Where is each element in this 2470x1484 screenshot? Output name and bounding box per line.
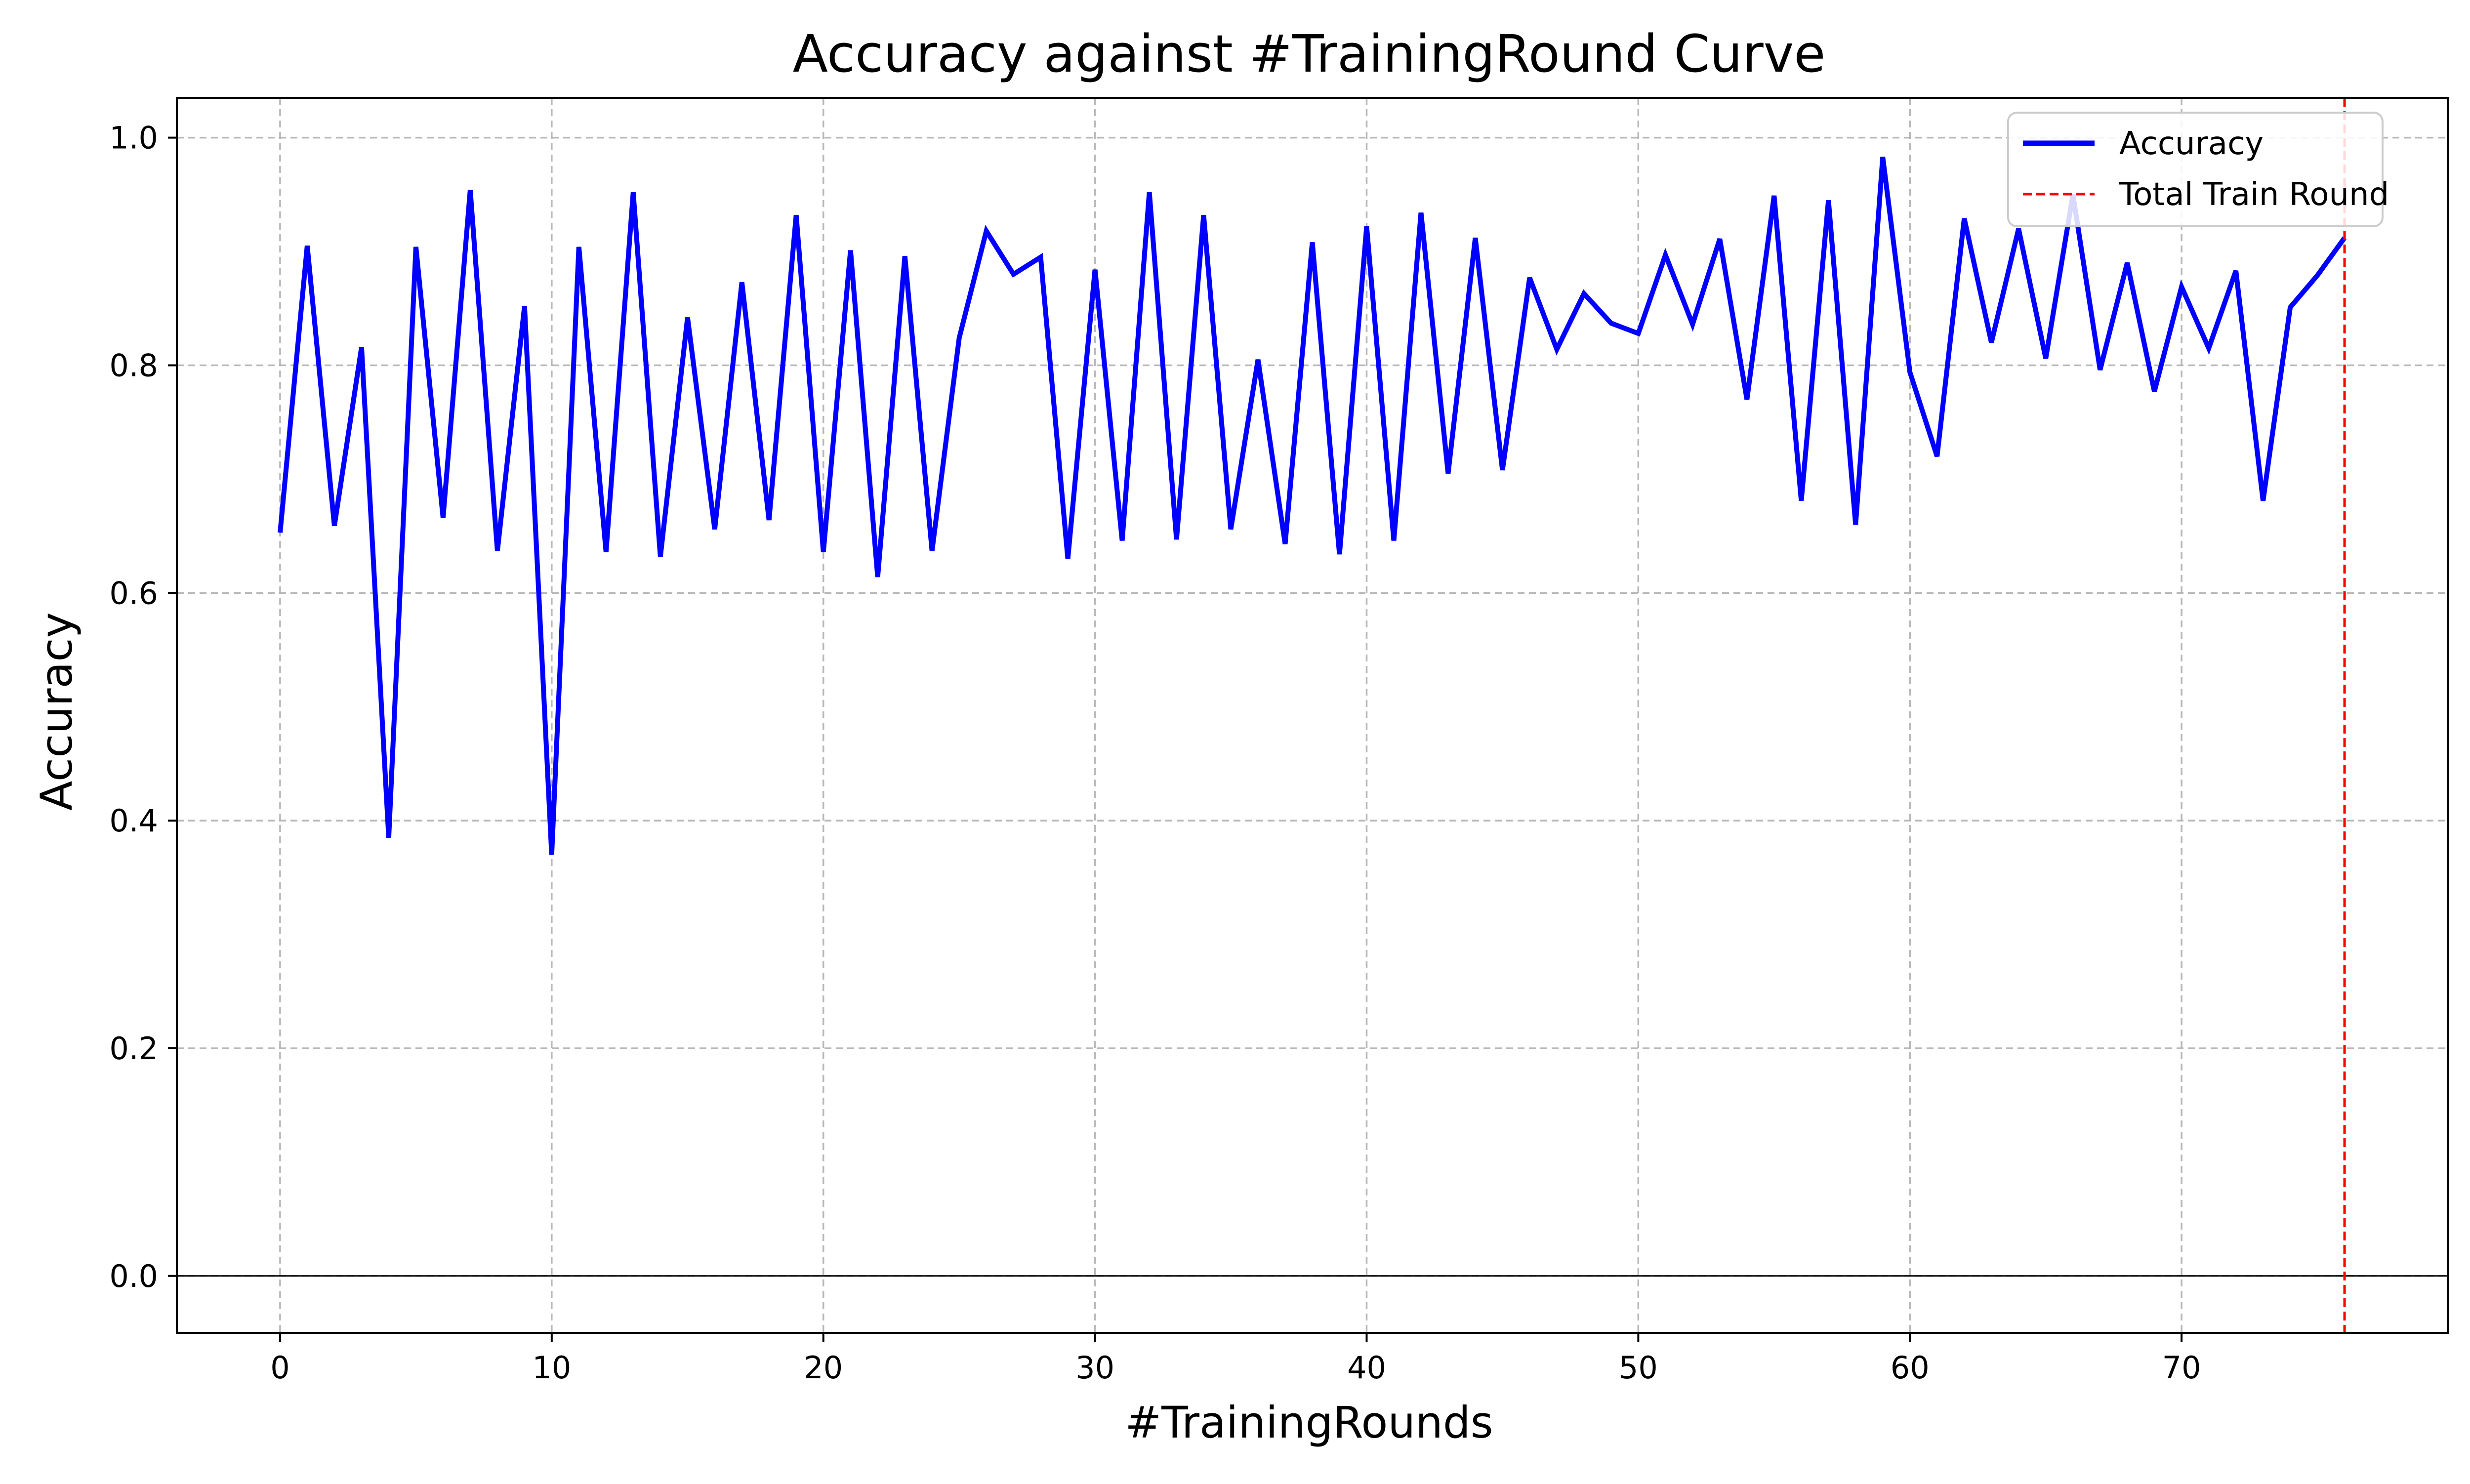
y-tick-label: 0.0 bbox=[109, 1258, 158, 1294]
x-tick-label: 60 bbox=[1891, 1350, 1930, 1386]
x-tick-label: 30 bbox=[1075, 1350, 1114, 1386]
accuracy-series-line bbox=[278, 157, 2347, 855]
x-tick-label: 0 bbox=[270, 1350, 289, 1386]
chart-title: Accuracy against #TrainingRound Curve bbox=[793, 24, 1826, 84]
y-tick-label: 0.2 bbox=[109, 1031, 158, 1067]
x-tick-label: 70 bbox=[2162, 1350, 2201, 1386]
x-tick-label: 40 bbox=[1347, 1350, 1386, 1386]
x-tick-label: 20 bbox=[804, 1350, 843, 1386]
legend-total-train-round-label: Total Train Round bbox=[2119, 176, 2389, 213]
legend: Accuracy Total Train Round bbox=[2007, 112, 2389, 227]
y-tick-label: 0.4 bbox=[109, 803, 158, 839]
plot-frame bbox=[176, 97, 2449, 1334]
x-axis-label: #TrainingRounds bbox=[1125, 1397, 1493, 1448]
y-tick-label: 0.8 bbox=[109, 347, 158, 383]
legend-accuracy-label: Accuracy bbox=[2119, 125, 2264, 162]
legend-box bbox=[2007, 112, 2384, 227]
y-tick-label: 1.0 bbox=[109, 120, 158, 156]
x-tick-label: 10 bbox=[532, 1350, 571, 1386]
ticks-layer: 0 10 20 30 40 50 60 70 0.0 0.2 0.4 0.6 0.8 1.0 bbox=[109, 120, 2201, 1386]
series-layer bbox=[278, 157, 2347, 855]
y-tick-label: 0.6 bbox=[109, 575, 158, 611]
y-axis-label: Accuracy bbox=[31, 612, 82, 811]
x-tick-label: 50 bbox=[1619, 1350, 1658, 1386]
